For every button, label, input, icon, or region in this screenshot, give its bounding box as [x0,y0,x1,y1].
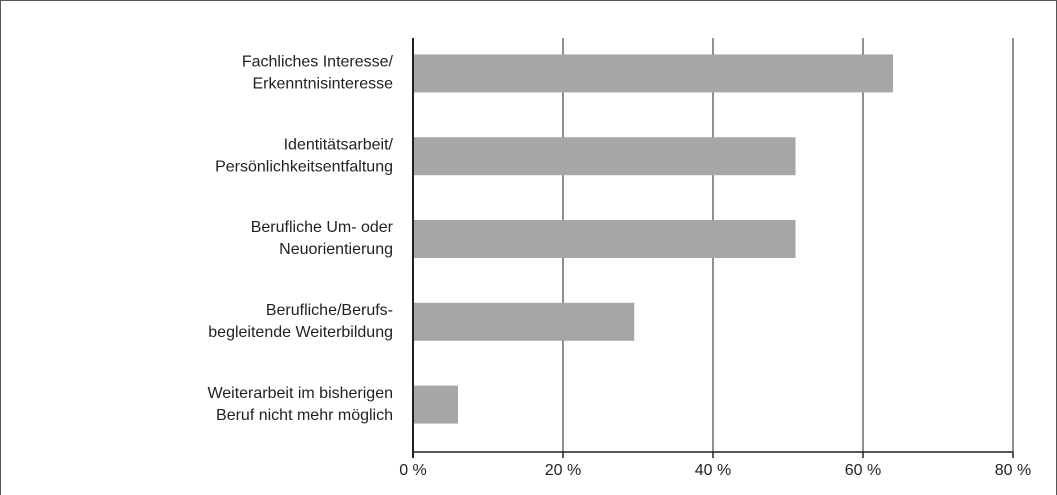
y-tick-label: begleitende Weiterbildung [208,324,393,341]
y-tick-label: Persönlichkeitsentfaltung [215,158,393,175]
bar [413,137,796,176]
x-tick-label: 40 % [695,462,731,479]
bar [413,54,893,93]
x-tick-label: 20 % [545,462,581,479]
x-tick-label: 0 % [399,462,427,479]
y-tick-label: Beruf nicht mehr möglich [216,407,393,424]
bar [413,220,796,258]
bar [413,302,635,341]
y-tick-label: Erkenntnisinteresse [252,76,393,93]
y-tick-label: Berufliche Um- oder [251,219,394,236]
y-tick-label: Neuorientierung [279,241,393,258]
y-tick-label: Berufliche/Berufs- [266,302,393,319]
y-tick-label: Identitätsarbeit/ [284,136,394,153]
y-tick-label: Weiterarbeit im bisherigen [207,385,393,402]
x-tick-label: 80 % [995,462,1031,479]
bar [413,385,458,424]
y-tick-label: Fachliches Interesse/ [242,54,394,71]
x-tick-label: 60 % [845,462,881,479]
